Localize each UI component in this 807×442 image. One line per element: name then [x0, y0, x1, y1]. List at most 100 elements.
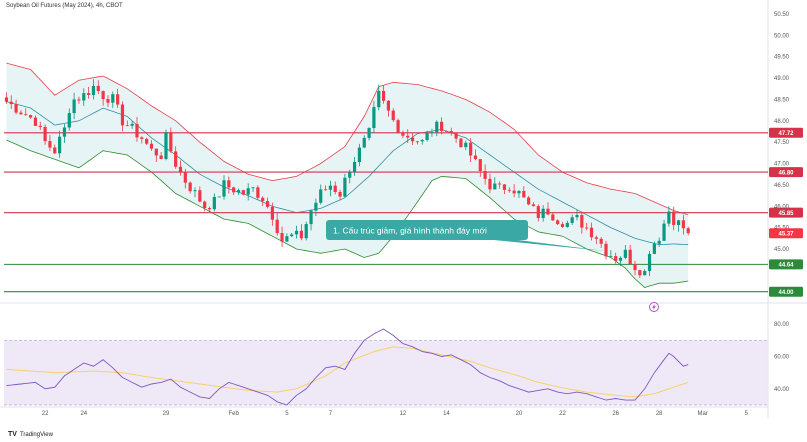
candle-body: [391, 110, 395, 121]
level-label-46.80: 46.80: [778, 170, 794, 176]
candle-body: [386, 100, 391, 111]
candle-body: [667, 211, 671, 224]
candle-body: [333, 185, 337, 193]
level-tag-44.00: [769, 286, 803, 297]
level-label-44.64: 44.64: [778, 263, 794, 269]
candle-body: [652, 243, 656, 254]
level-label-44.00: 44.00: [778, 290, 794, 296]
level-tag-44.64: [769, 259, 803, 270]
candle-body: [357, 147, 362, 163]
candle-body: [672, 211, 676, 225]
lightning-bolt-icon: [649, 302, 659, 312]
candle-body: [169, 132, 173, 152]
time-tick-label: 24: [80, 411, 87, 417]
price-tick-label: 50.00: [774, 33, 790, 39]
candle-body: [87, 93, 91, 96]
candle-body: [265, 201, 270, 207]
candle-body: [599, 238, 603, 244]
candle-body: [478, 159, 482, 172]
chart-title: Soybean Oil Futures (May 2024), 4h, CBOT: [6, 3, 123, 9]
candle-body: [498, 183, 502, 185]
candle-body: [164, 132, 168, 159]
candle-body: [290, 234, 294, 237]
time-tick-label: 28: [656, 411, 663, 417]
time-tick-label: 7: [329, 411, 333, 417]
candle-body: [53, 147, 57, 154]
bollinger-basis-line: [6, 101, 689, 246]
candle-body: [459, 138, 463, 148]
candle-body: [522, 190, 526, 198]
candle-body: [435, 121, 439, 133]
candle-body: [643, 271, 647, 276]
level-tag-46.80: [769, 167, 803, 178]
candle-body: [647, 253, 652, 272]
candle-body: [401, 132, 405, 136]
candle-body: [48, 141, 52, 148]
candle-body: [58, 136, 62, 154]
candle-body: [430, 132, 434, 133]
time-tick-label: 20: [516, 411, 523, 417]
candle-body: [415, 141, 420, 143]
candle-body: [149, 143, 154, 149]
candle-body: [120, 104, 125, 126]
candle-body: [116, 94, 120, 105]
time-tick-label: 14: [443, 411, 450, 417]
level-label-45.85: 45.85: [778, 211, 794, 217]
time-tick-label: 26: [612, 411, 619, 417]
candle-body: [531, 204, 536, 207]
candle-body: [77, 99, 81, 101]
candle-body: [623, 249, 627, 258]
candle-body: [174, 151, 178, 167]
candle-body: [556, 220, 560, 225]
candle-body: [217, 196, 221, 198]
rsi-tick-label: 60.00: [774, 355, 790, 361]
candle-body: [527, 197, 531, 205]
time-tick-label: 5: [745, 411, 749, 417]
candle-body: [338, 192, 342, 197]
candle-body: [62, 127, 67, 137]
candle-body: [261, 197, 265, 202]
candle-body: [299, 230, 303, 239]
candle-body: [580, 214, 584, 228]
candle-body: [541, 208, 545, 219]
candle-body: [285, 236, 289, 242]
candle-body: [517, 190, 521, 194]
candle-body: [628, 249, 632, 265]
candle-body: [440, 121, 444, 131]
price-tick-label: 45.00: [774, 247, 790, 253]
candle-body: [72, 99, 76, 114]
price-tick-label: 50.50: [774, 12, 790, 18]
candle-body: [154, 148, 158, 156]
candle-body: [546, 208, 550, 215]
candle-body: [280, 233, 284, 242]
tradingview-logo: TV TradingView: [8, 431, 53, 438]
tradingview-logo-mark: TV: [8, 431, 17, 438]
candle-body: [227, 180, 231, 188]
candle-body: [425, 132, 429, 140]
candle-body: [676, 220, 681, 225]
candle-body: [159, 155, 163, 159]
candle-body: [82, 93, 86, 101]
candle-body: [246, 188, 250, 195]
tradingview-brand: TradingView: [19, 431, 53, 438]
candle-body: [575, 214, 579, 218]
candle-body: [212, 196, 216, 210]
candle-body: [28, 115, 33, 118]
candle-body: [343, 177, 347, 197]
annotation-text: 1. Cấu trúc giảm, giá hình thành đáy mới: [333, 226, 487, 236]
rsi-tick-label: 40.00: [774, 387, 790, 393]
price-tick-label: 49.50: [774, 55, 790, 61]
candle-body: [38, 125, 42, 127]
candle-body: [565, 222, 569, 227]
candle-body: [309, 210, 313, 225]
candle-body: [406, 135, 410, 138]
time-tick-label: 12: [400, 411, 407, 417]
candle-body: [91, 85, 96, 96]
candle-body: [304, 224, 308, 239]
candle-body: [101, 91, 105, 100]
candle-body: [294, 230, 299, 235]
candle-body: [560, 224, 565, 227]
candle-body: [512, 190, 516, 194]
